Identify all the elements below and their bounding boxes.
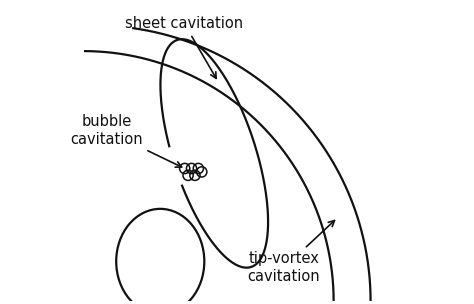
Text: sheet cavitation: sheet cavitation — [125, 16, 244, 78]
Text: bubble
cavitation: bubble cavitation — [70, 115, 182, 167]
Text: tip-vortex
cavitation: tip-vortex cavitation — [247, 220, 335, 284]
